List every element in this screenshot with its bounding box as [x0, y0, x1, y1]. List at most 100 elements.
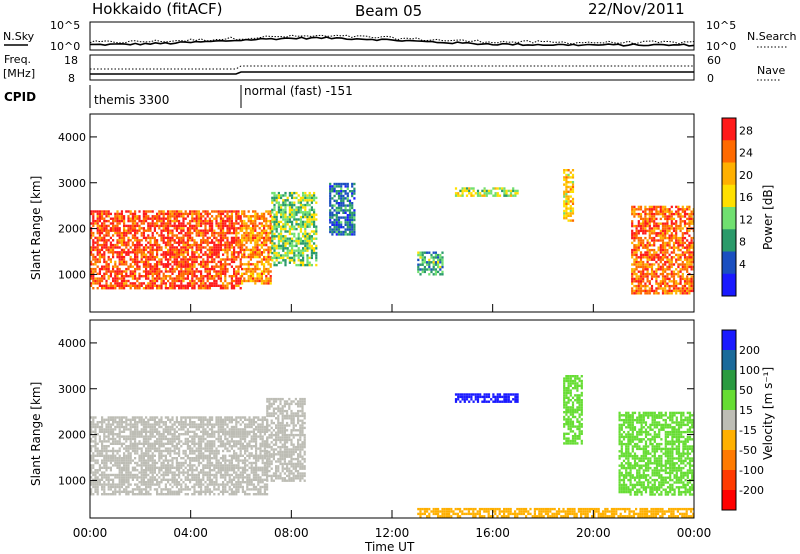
heatmap-cell	[109, 469, 112, 472]
heatmap-cell	[134, 263, 137, 266]
heatmap-cell	[109, 457, 112, 460]
heatmap-cell	[271, 256, 274, 260]
heatmap-cell	[125, 447, 128, 450]
heatmap-cell	[153, 416, 156, 419]
heatmap-cell	[635, 289, 638, 293]
heatmap-cell	[101, 447, 104, 450]
heatmap-cell	[105, 483, 108, 486]
heatmap-cell	[670, 292, 673, 295]
heatmap-cell	[273, 208, 276, 212]
heatmap-cell	[173, 483, 176, 486]
heatmap-cell	[666, 275, 669, 278]
heatmap-cell	[195, 428, 198, 431]
heatmap-cell	[670, 215, 673, 218]
heatmap-cell	[241, 255, 244, 259]
heatmap-cell	[98, 478, 101, 481]
heatmap-cell	[189, 457, 192, 460]
heatmap-cell	[123, 229, 126, 232]
heatmap-cell	[265, 241, 268, 244]
heatmap-cell	[686, 229, 689, 233]
heatmap-cell	[635, 232, 638, 235]
heatmap-cell	[103, 246, 106, 249]
heatmap-cell	[267, 248, 270, 252]
heatmap-cell	[129, 425, 132, 429]
heatmap-cell	[661, 265, 665, 269]
heatmap-cell	[417, 251, 420, 254]
heatmap-cell	[204, 287, 207, 290]
heatmap-cell	[149, 272, 152, 275]
heatmap-cell	[219, 227, 222, 230]
heatmap-cell	[105, 478, 108, 481]
heatmap-cell	[118, 222, 121, 225]
heatmap-cell	[337, 211, 341, 214]
heatmap-cell	[675, 222, 678, 225]
heatmap-cell	[138, 476, 141, 479]
heatmap-cell	[252, 224, 255, 228]
heatmap-cell	[156, 481, 159, 484]
heatmap-cell	[180, 282, 183, 285]
heatmap-cell	[164, 246, 167, 249]
heatmap-cell	[670, 205, 673, 209]
heatmap-cell	[147, 265, 150, 268]
heatmap-cell	[686, 292, 689, 295]
heatmap-cell	[284, 251, 287, 255]
heatmap-cell	[204, 442, 207, 445]
heatmap-cell	[158, 243, 161, 247]
heatmap-cell	[101, 421, 104, 424]
heatmap-cell	[670, 220, 673, 223]
heatmap-cell	[120, 416, 123, 419]
heatmap-cell	[125, 423, 128, 426]
heatmap-cell	[151, 258, 154, 261]
heatmap-cell	[147, 469, 150, 472]
heatmap-cell	[288, 194, 291, 197]
heatmap-cell	[668, 246, 671, 249]
heatmap-cell	[156, 461, 159, 465]
heatmap-cell	[297, 256, 300, 260]
heatmap-cell	[224, 236, 227, 240]
heatmap-cell	[260, 251, 263, 254]
heatmap-cell	[282, 256, 285, 260]
heatmap-cell	[631, 263, 634, 266]
heatmap-cell	[182, 253, 185, 256]
heatmap-cell	[140, 452, 143, 455]
heatmap-cell	[103, 483, 106, 486]
heatmap-cell	[235, 282, 238, 285]
heatmap-cell	[94, 445, 97, 448]
heatmap-cell	[200, 454, 203, 457]
heatmap-cell	[114, 277, 117, 280]
heatmap-cell	[123, 428, 126, 431]
heatmap-cell	[94, 270, 97, 273]
heatmap-cell	[112, 440, 115, 443]
heatmap-cell	[94, 258, 97, 261]
heatmap-cell	[191, 260, 194, 264]
heatmap-cell	[340, 204, 343, 207]
heatmap-cell	[260, 272, 263, 275]
heatmap-cell	[112, 452, 115, 455]
heatmap-cell	[690, 217, 693, 221]
heatmap-cell	[208, 481, 211, 484]
heatmap-cell	[92, 440, 95, 443]
heatmap-cell	[633, 253, 636, 257]
heatmap-cell	[114, 263, 117, 266]
heatmap-cell	[103, 236, 106, 240]
heatmap-cell	[683, 268, 687, 271]
heatmap-cell	[646, 292, 649, 295]
heatmap-cell	[129, 270, 132, 273]
heatmap-cell	[219, 234, 222, 237]
heatmap-cell	[494, 194, 497, 197]
heatmap-cell	[260, 229, 263, 232]
heatmap-cell	[239, 219, 242, 223]
heatmap-cell	[260, 222, 263, 225]
heatmap-cell	[127, 267, 130, 271]
heatmap-cell	[672, 234, 676, 237]
heatmap-cell	[129, 229, 132, 232]
heatmap-cell	[105, 246, 108, 249]
heatmap-cell	[127, 253, 130, 256]
heatmap-cell	[195, 251, 198, 254]
heatmap-cell	[94, 488, 97, 491]
heatmap-cell	[149, 248, 152, 252]
heatmap-cell	[125, 437, 128, 441]
heatmap-cell	[120, 219, 123, 223]
heatmap-cell	[476, 189, 480, 193]
heatmap-cell	[224, 246, 227, 249]
